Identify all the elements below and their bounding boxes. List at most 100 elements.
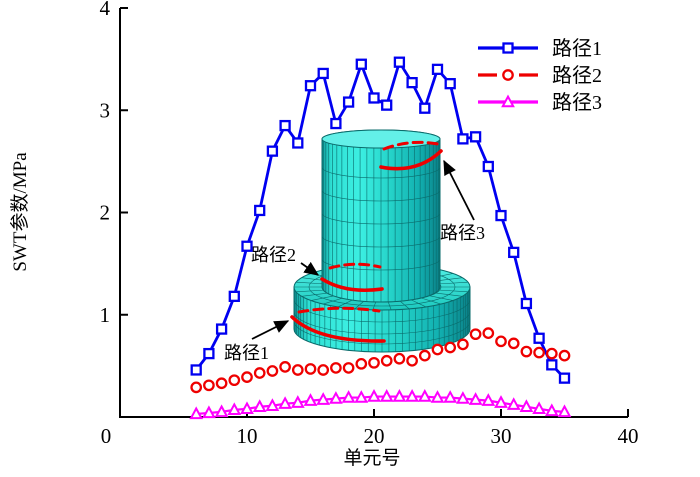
marker-circle: [317, 364, 330, 376]
marker-circle: [190, 381, 203, 394]
marker-square: [266, 145, 279, 157]
marker-circle: [469, 328, 482, 341]
series-路径1: [190, 56, 571, 384]
disc-top-radial: [354, 301, 364, 310]
marker-square: [482, 160, 494, 173]
inset-label-path2: 路径2: [251, 245, 296, 265]
fem-mesh-model: [293, 129, 471, 353]
marker-circle: [330, 362, 342, 374]
marker-square: [444, 78, 456, 90]
marker-circle: [203, 379, 215, 392]
marker-triangle: [290, 395, 305, 408]
marker-square: [304, 80, 317, 92]
mesh-inset: 路径1 路径2 路径3: [224, 129, 485, 363]
marker-circle: [418, 349, 431, 362]
marker-square: [457, 133, 469, 145]
cylinder-ring: [321, 189, 441, 202]
marker-triangle: [405, 389, 419, 402]
marker-square: [279, 119, 291, 132]
marker-square: [533, 332, 545, 344]
y-tick-label: 3: [100, 98, 111, 122]
red-path1-front: [290, 315, 386, 343]
x-axis-label: 单元号: [343, 447, 400, 469]
marker-triangle: [367, 389, 381, 402]
axis-frame: [119, 8, 628, 418]
annotation-arrows: [251, 159, 475, 340]
marker-circle: [279, 361, 291, 373]
disc-top-radial: [295, 289, 325, 293]
marker-circle: [241, 371, 253, 383]
marker-square: [355, 58, 367, 70]
marker-triangle: [341, 390, 356, 403]
cylinder-ring: [321, 166, 441, 179]
legend: 路径1 路径2 路径3: [478, 37, 602, 114]
marker-circle: [444, 341, 457, 354]
marker-triangle: [519, 399, 534, 412]
marker-triangle: [189, 406, 204, 420]
series-路径3: [189, 389, 572, 420]
series-line: [195, 60, 566, 380]
marker-circle: [533, 346, 545, 359]
marker-circle: [342, 362, 355, 374]
marker-circle: [520, 345, 533, 358]
marker-circle: [380, 354, 393, 367]
red-path1-back: [297, 306, 381, 314]
marker-triangle: [354, 390, 369, 403]
marker-triangle: [392, 389, 407, 402]
disc-top-radial: [429, 295, 454, 301]
marker-circle: [482, 327, 495, 340]
marker-triangle: [316, 392, 331, 405]
marker-square: [393, 56, 406, 68]
legend-entry-路径3: 路径3: [478, 91, 602, 114]
red-path2-back: [328, 262, 382, 270]
marker-triangle: [443, 390, 458, 403]
legend-label: 路径2: [552, 64, 602, 87]
marker-square: [431, 63, 444, 75]
red-path2-front: [320, 277, 384, 293]
disc-side-ring: [293, 320, 471, 345]
marker-triangle: [227, 402, 242, 416]
marker-triangle: [481, 393, 496, 406]
y-tick-label: 4: [100, 0, 111, 20]
marker-square: [342, 96, 355, 108]
marker-triangle: [532, 401, 546, 415]
marker-circle: [291, 364, 304, 376]
marker-circle: [215, 377, 228, 390]
marker-square: [546, 359, 558, 371]
cylinder-top: [321, 129, 441, 149]
marker-circle: [457, 338, 469, 351]
legend-entry-路径2: 路径2: [478, 64, 602, 87]
marker-triangle: [557, 404, 572, 418]
cylinder-ring: [321, 235, 441, 248]
marker-square: [215, 323, 228, 335]
disc-top-radial: [435, 292, 463, 297]
marker-circle: [368, 356, 380, 369]
marker-triangle: [202, 405, 216, 419]
marker-circle: [266, 365, 279, 377]
marker-square: [317, 67, 329, 80]
marker-circle: [545, 347, 558, 360]
arrow-path1: [251, 320, 290, 340]
x-tick-label: 40: [618, 424, 639, 448]
cylinder-ring: [321, 258, 441, 271]
marker-circle: [355, 357, 368, 370]
red-path3-back: [382, 140, 440, 151]
marker-triangle: [265, 398, 280, 411]
disc-side-ring: [293, 298, 471, 323]
marker-circle: [228, 374, 241, 387]
disc-top-radial: [301, 292, 329, 297]
marker-square: [508, 246, 520, 259]
marker-circle: [304, 363, 317, 375]
disc-top-radial: [372, 301, 377, 310]
marker-triangle: [430, 390, 445, 403]
inset-label-path3: 路径3: [440, 223, 485, 243]
marker-triangle: [278, 396, 292, 409]
marker-triangle: [417, 389, 432, 402]
y-tick-label: 1: [100, 303, 111, 327]
marker-circle: [406, 354, 418, 367]
disc-top-radial: [439, 281, 469, 285]
marker-circle: [502, 69, 514, 81]
y-axis-label: SWT参数/MPa: [9, 152, 31, 272]
marker-square: [406, 76, 418, 89]
